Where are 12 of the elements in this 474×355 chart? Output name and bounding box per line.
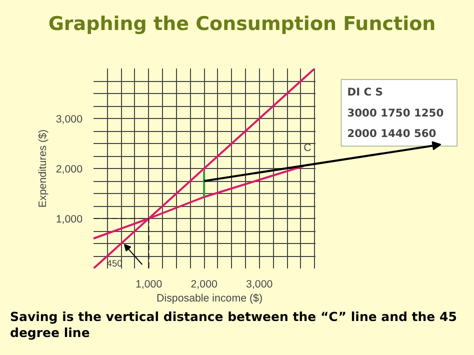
y-tick-label: 3,000 xyxy=(56,114,83,126)
x-tick-label: 2,000 xyxy=(190,278,218,290)
chart-title: Graphing the Consumption Function xyxy=(48,12,436,37)
text: Saving is the vertical distance between the “C” line and the 45 degree line xyxy=(10,309,458,340)
annotation: C xyxy=(304,142,312,154)
text: DI C S 3000 1750 1250 2000 1440 560 xyxy=(347,86,444,140)
x-tick-label: 1,000 xyxy=(135,278,162,290)
y-axis-title: Expenditures ($) xyxy=(36,129,49,208)
y-tick-label: 1,000 xyxy=(56,214,83,226)
y-tick-label: 2,000 xyxy=(56,164,83,176)
x-axis-title: Disposable income ($) xyxy=(156,292,263,304)
x-tick-label: 3,000 xyxy=(246,278,273,290)
